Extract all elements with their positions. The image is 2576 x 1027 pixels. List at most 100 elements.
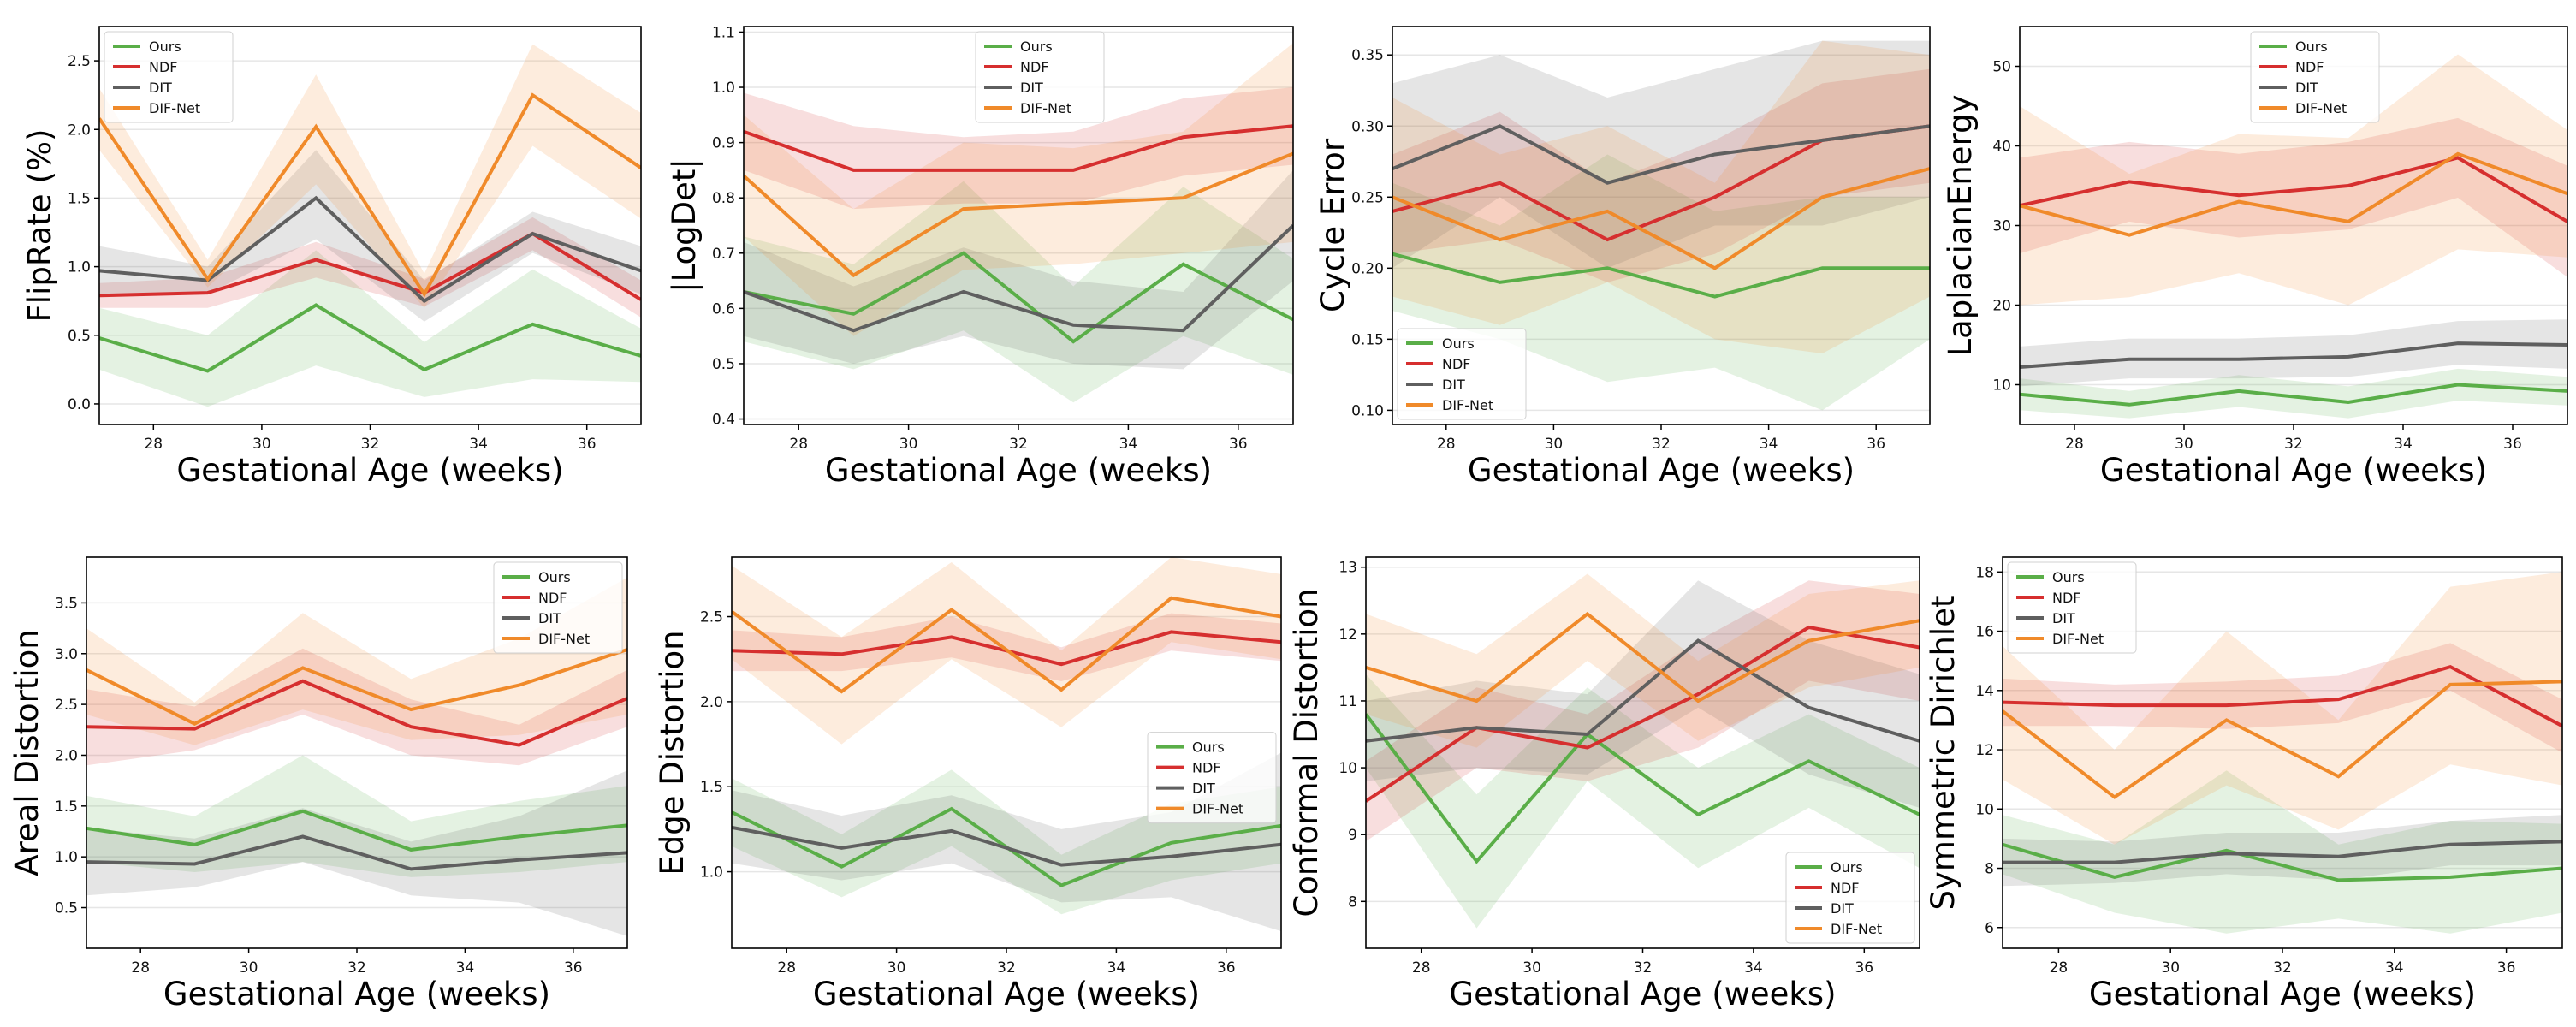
x-axis-label: Gestational Age (weeks) [825, 452, 1212, 489]
legend-label-ndf: NDF [2052, 590, 2081, 606]
legend: Ours NDF DIT DIF-Net [975, 31, 1105, 123]
x-axis-label: Gestational Age (weeks) [813, 976, 1200, 1012]
y-tick-label: 8 [1348, 893, 1357, 911]
y-tick-label: 2.5 [700, 609, 723, 626]
y-tick-label: 10 [1338, 760, 1357, 777]
y-tick-label: 0.20 [1351, 260, 1384, 277]
legend-label-dif-net: DIF-Net [538, 631, 590, 647]
legend-label-ndf: NDF [1192, 760, 1221, 776]
legend-frame [2250, 31, 2380, 123]
y-tick-label: 2.0 [68, 122, 91, 139]
legend-label-dif-net: DIF-Net [1442, 397, 1493, 413]
x-tick-label: 34 [1760, 436, 1778, 453]
series-line-ours [1392, 252, 1930, 299]
y-tick-label: 12 [1975, 742, 1994, 759]
series-line-dit [1392, 124, 1930, 185]
series-line-ours [99, 303, 641, 373]
series-line-ours [1366, 713, 1920, 864]
plot-area [2003, 572, 2562, 934]
series-line-dif-net [744, 151, 1293, 278]
series-line-ndf [86, 679, 627, 747]
legend: Ours NDF DIT DIF-Net [1397, 328, 1527, 420]
legend: Ours NDF DIT DIF-Net [104, 31, 234, 123]
x-tick-label: 28 [2050, 959, 2069, 977]
y-tick-label: 1.0 [712, 80, 735, 97]
x-tick-label: 36 [1855, 959, 1873, 977]
y-tick-label: 0.0 [68, 396, 91, 413]
series-line-ndf [744, 124, 1293, 172]
y-tick-label: 12 [1338, 626, 1357, 644]
chart-panel-7: 28 30 32 34 36 8 9 10 11 12 13 Gestational Age (wee… [1288, 556, 1920, 1012]
x-tick-label: 32 [1009, 436, 1028, 453]
confidence-band-ndf [99, 217, 641, 318]
confidence-band-ours [86, 755, 627, 877]
y-tick-label: 2.5 [55, 697, 78, 714]
confidence-band-dit [99, 150, 641, 322]
y-tick-label: 1.1 [712, 24, 735, 41]
series-line-ndf [2020, 156, 2567, 223]
x-tick-label: 28 [1412, 959, 1431, 977]
confidence-band-ours [732, 769, 1281, 915]
legend-label-ours: Ours [149, 39, 181, 55]
y-tick-label: 1.5 [700, 779, 723, 796]
legend-label-ours: Ours [538, 569, 571, 585]
legend-label-ours: Ours [1442, 335, 1475, 352]
series-line-dit [732, 825, 1281, 867]
y-tick-label: 1.0 [68, 259, 91, 276]
legend-frame [1397, 328, 1527, 420]
chart-panel-3: 28 30 32 34 36 0.10 0.15 0.20 0.25 0.30 0.35 Gestat… [1315, 26, 1931, 489]
series-line-ours [2020, 383, 2567, 407]
x-axis-label: Gestational Age (weeks) [2089, 976, 2476, 1012]
confidence-band-dif-net [2020, 54, 2567, 306]
legend-label-ours: Ours [1831, 859, 1863, 876]
plot-area [99, 44, 641, 407]
x-tick-label: 34 [456, 959, 475, 977]
series-line-dif-net [2020, 151, 2567, 237]
series-line-ndf [1366, 625, 1920, 803]
legend-label-ndf: NDF [1831, 880, 1860, 896]
y-tick-label: 0.4 [712, 412, 735, 429]
series-line-ours [86, 809, 627, 852]
legend-label-ndf: NDF [538, 590, 567, 606]
x-tick-label: 34 [1119, 436, 1138, 453]
x-tick-label: 30 [899, 436, 918, 453]
confidence-band-dif-net [86, 577, 627, 745]
confidence-band-ndf [2003, 643, 2562, 753]
legend-label-dit: DIT [2295, 80, 2318, 96]
y-axis-label: Edge Distortion [654, 630, 691, 875]
x-tick-label: 32 [1634, 959, 1653, 977]
y-tick-label: 2.5 [68, 53, 91, 70]
legend-label-dif-net: DIF-Net [1020, 100, 1071, 116]
y-axis-label: Symmetric Dirichlet [1925, 596, 1962, 911]
y-axis-label: Conformal Distortion [1288, 588, 1325, 917]
x-tick-label: 36 [1229, 436, 1248, 453]
legend-frame [1785, 852, 1915, 944]
confidence-band-dif-net [1366, 573, 1920, 748]
x-tick-label: 30 [2175, 436, 2193, 453]
series-line-dit [2003, 840, 2562, 864]
series-line-dif-net [1366, 611, 1920, 703]
y-tick-label: 0.10 [1351, 402, 1384, 419]
y-tick-label: 10 [1992, 377, 2011, 395]
series-line-dif-net [86, 648, 627, 726]
y-tick-label: 0.5 [712, 356, 735, 373]
legend-label-ours: Ours [2052, 569, 2085, 585]
legend-frame [493, 561, 623, 654]
y-tick-label: 0.35 [1351, 47, 1384, 64]
y-tick-label: 6 [1985, 920, 1994, 937]
series-line-dit [99, 195, 641, 304]
legend: Ours NDF DIT DIF-Net [1785, 852, 1915, 944]
y-axis-label: FlipRate (%) [21, 129, 58, 323]
x-tick-label: 28 [1437, 436, 1456, 453]
x-tick-label: 28 [131, 959, 150, 977]
x-tick-label: 30 [240, 959, 258, 977]
series-line-dif-net [1392, 167, 1930, 270]
x-tick-label: 30 [2161, 959, 2180, 977]
x-tick-label: 36 [2497, 959, 2516, 977]
y-tick-label: 0.6 [712, 300, 735, 318]
confidence-band-ndf [1392, 68, 1930, 282]
series-line-ours [2003, 842, 2562, 882]
y-tick-label: 14 [1975, 683, 1994, 700]
chart-panel-1: 28 30 32 34 36 0.0 0.5 1.0 1.5 2.0 2.5 Gestational … [21, 26, 642, 489]
legend-label-ours: Ours [1020, 39, 1053, 55]
